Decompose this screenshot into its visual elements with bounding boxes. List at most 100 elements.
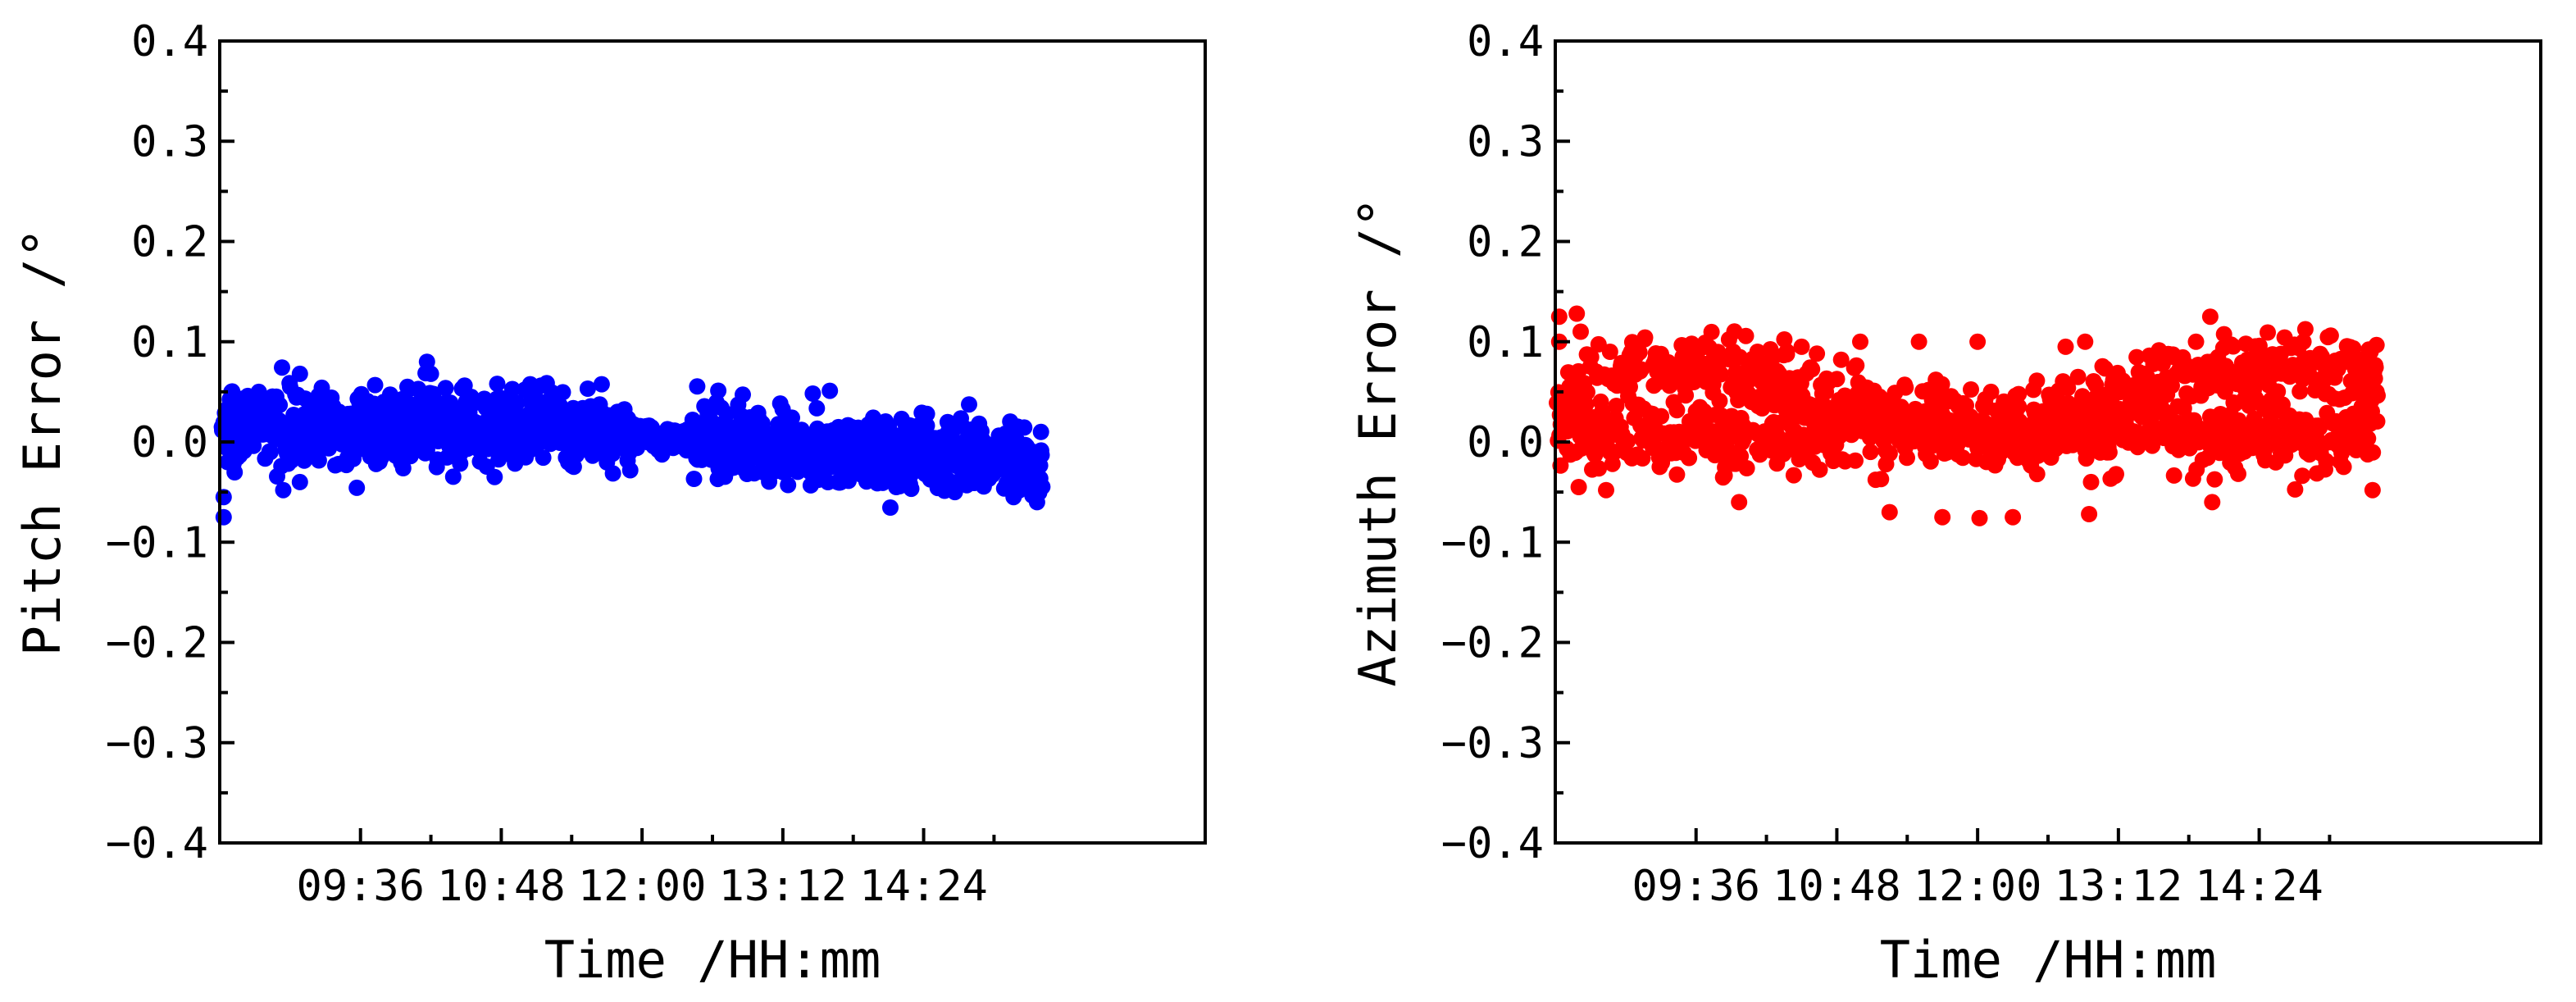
azimuth-error-point bbox=[2367, 359, 2384, 376]
azimuth-error-point bbox=[1982, 383, 2000, 400]
pitch-error-point bbox=[804, 385, 821, 402]
azimuth-error-point bbox=[2096, 360, 2114, 377]
azimuth-error-point bbox=[1804, 361, 1821, 378]
pitch-error-point bbox=[330, 403, 348, 421]
azimuth-error-y-tick-label: 0.2 bbox=[1467, 218, 1544, 267]
azimuth-error-y-tick-label: 0.3 bbox=[1467, 117, 1544, 166]
azimuth-error-point bbox=[1577, 396, 1595, 412]
azimuth-error-point bbox=[1582, 348, 1600, 366]
azimuth-error-point bbox=[1897, 379, 1914, 396]
azimuth-error-y-tick-label: 0.4 bbox=[1467, 17, 1544, 66]
pitch-error-point bbox=[545, 403, 562, 421]
azimuth-error-point bbox=[2335, 458, 2352, 476]
pitch-error-y-tick-label: −0.1 bbox=[106, 518, 208, 567]
pitch-error-point bbox=[918, 417, 935, 435]
azimuth-error-point bbox=[2360, 430, 2377, 447]
pitch-error-point bbox=[493, 399, 510, 416]
pitch-error-x-axis-title: Time /HH:mm bbox=[544, 930, 881, 990]
azimuth-error-point bbox=[1608, 398, 1625, 414]
azimuth-error-point bbox=[1711, 393, 1728, 409]
pitch-error-point bbox=[291, 473, 308, 490]
azimuth-error-x-tick-label: 14:24 bbox=[2195, 862, 2323, 911]
azimuth-error-point bbox=[2260, 324, 2276, 341]
azimuth-error-y-tick-label: −0.1 bbox=[1441, 518, 1544, 567]
pitch-error-point bbox=[821, 382, 839, 399]
pitch-error-point bbox=[579, 380, 596, 397]
pitch-error-point bbox=[808, 399, 826, 417]
azimuth-error-point bbox=[1668, 402, 1686, 419]
pitch-error-y-tick-label: 0.1 bbox=[131, 318, 208, 367]
pitch-error-point bbox=[437, 380, 454, 397]
azimuth-error-point bbox=[1778, 346, 1795, 363]
azimuth-error-point bbox=[1862, 444, 1879, 461]
azimuth-error-point bbox=[1737, 327, 1755, 344]
azimuth-error-point bbox=[2069, 368, 2087, 385]
azimuth-error-point bbox=[1809, 345, 1826, 362]
pitch-error-point bbox=[428, 458, 445, 476]
pitch-error-point bbox=[418, 441, 435, 458]
pitch-error-point bbox=[239, 394, 256, 411]
azimuth-error-y-tick-label: 0.0 bbox=[1467, 418, 1544, 467]
pitch-error-point bbox=[634, 428, 651, 445]
pitch-error-y-tick-label: 0.2 bbox=[131, 218, 208, 267]
azimuth-error-point bbox=[1785, 467, 1802, 484]
azimuth-error-point bbox=[1969, 333, 1987, 350]
pitch-error-point bbox=[1033, 446, 1050, 463]
pitch-error-point bbox=[366, 376, 384, 394]
pitch-error-point bbox=[215, 508, 232, 526]
pitch-error-point bbox=[486, 468, 503, 485]
azimuth-error-point bbox=[2077, 333, 2094, 350]
pitch-error-point bbox=[394, 460, 412, 476]
azimuth-error-point bbox=[2364, 444, 2382, 461]
pitch-error-y-tick-label: 0.3 bbox=[131, 117, 208, 166]
pitch-error-y-axis: 0.4 0.3 0.2 0.1 0.0 −0.1 −0.2 −0.3 −0.4 bbox=[106, 17, 234, 868]
azimuth-error-point bbox=[2265, 417, 2282, 435]
pitch-error-point bbox=[961, 396, 977, 413]
azimuth-error-point bbox=[2369, 412, 2386, 430]
azimuth-error-point bbox=[1579, 384, 1595, 401]
pitch-error-point bbox=[535, 449, 552, 467]
azimuth-error-point bbox=[1934, 508, 1951, 526]
azimuth-error-point bbox=[1550, 308, 1568, 326]
pitch-error-y-tick-label: −0.2 bbox=[106, 619, 208, 668]
azimuth-error-point bbox=[1601, 344, 1618, 360]
azimuth-error-point bbox=[2224, 338, 2241, 355]
azimuth-error-point bbox=[2005, 508, 2022, 526]
azimuth-error-x-tick-label: 10:48 bbox=[1773, 862, 1901, 911]
azimuth-error-point bbox=[2230, 465, 2246, 482]
pitch-error-x-tick-label: 09:36 bbox=[296, 862, 425, 911]
azimuth-error-point bbox=[2010, 398, 2028, 415]
azimuth-error-point bbox=[2318, 453, 2335, 470]
azimuth-error-point bbox=[2057, 338, 2074, 355]
azimuth-error-point bbox=[1677, 387, 1695, 404]
azimuth-error-point bbox=[1873, 471, 1890, 488]
azimuth-error-y-tick-label: 0.1 bbox=[1467, 318, 1544, 367]
azimuth-error-point bbox=[2078, 450, 2095, 467]
azimuth-error-point bbox=[2165, 467, 2182, 484]
azimuth-error-point bbox=[1832, 351, 1850, 368]
azimuth-error-point bbox=[1881, 503, 1898, 521]
azimuth-error-point bbox=[2362, 344, 2379, 360]
pitch-error-point bbox=[1034, 478, 1051, 495]
pitch-error-y-tick-label: −0.3 bbox=[106, 719, 208, 768]
azimuth-error-point bbox=[2364, 481, 2381, 499]
azimuth-error-x-tick-label: 09:36 bbox=[1632, 862, 1760, 911]
pitch-error-point bbox=[281, 378, 298, 395]
pitch-error-chart: 0.4 0.3 0.2 0.1 0.0 −0.1 −0.2 −0.3 −0.4 09:36 10:… bbox=[12, 17, 1207, 990]
pitch-error-point bbox=[508, 394, 526, 412]
azimuth-error-point bbox=[1668, 466, 1686, 483]
pitch-error-x-tick-label: 13:12 bbox=[719, 862, 848, 911]
azimuth-error-point bbox=[2368, 383, 2385, 400]
azimuth-error-point bbox=[1963, 381, 1979, 398]
azimuth-error-point bbox=[1591, 460, 1608, 477]
azimuth-error-point bbox=[2292, 383, 2309, 400]
pitch-error-point bbox=[689, 378, 706, 395]
azimuth-error-x-axis: 09:36 10:48 12:00 13:12 14:24 bbox=[1632, 828, 2332, 911]
pitch-error-point bbox=[1005, 489, 1022, 506]
pitch-error-point bbox=[227, 403, 244, 421]
azimuth-error-point bbox=[2294, 467, 2311, 485]
pitch-error-point bbox=[250, 383, 267, 400]
azimuth-error-point bbox=[2028, 466, 2046, 483]
azimuth-error-point bbox=[1681, 449, 1698, 467]
pitch-error-x-axis: 09:36 10:48 12:00 13:12 14:24 bbox=[296, 828, 996, 911]
